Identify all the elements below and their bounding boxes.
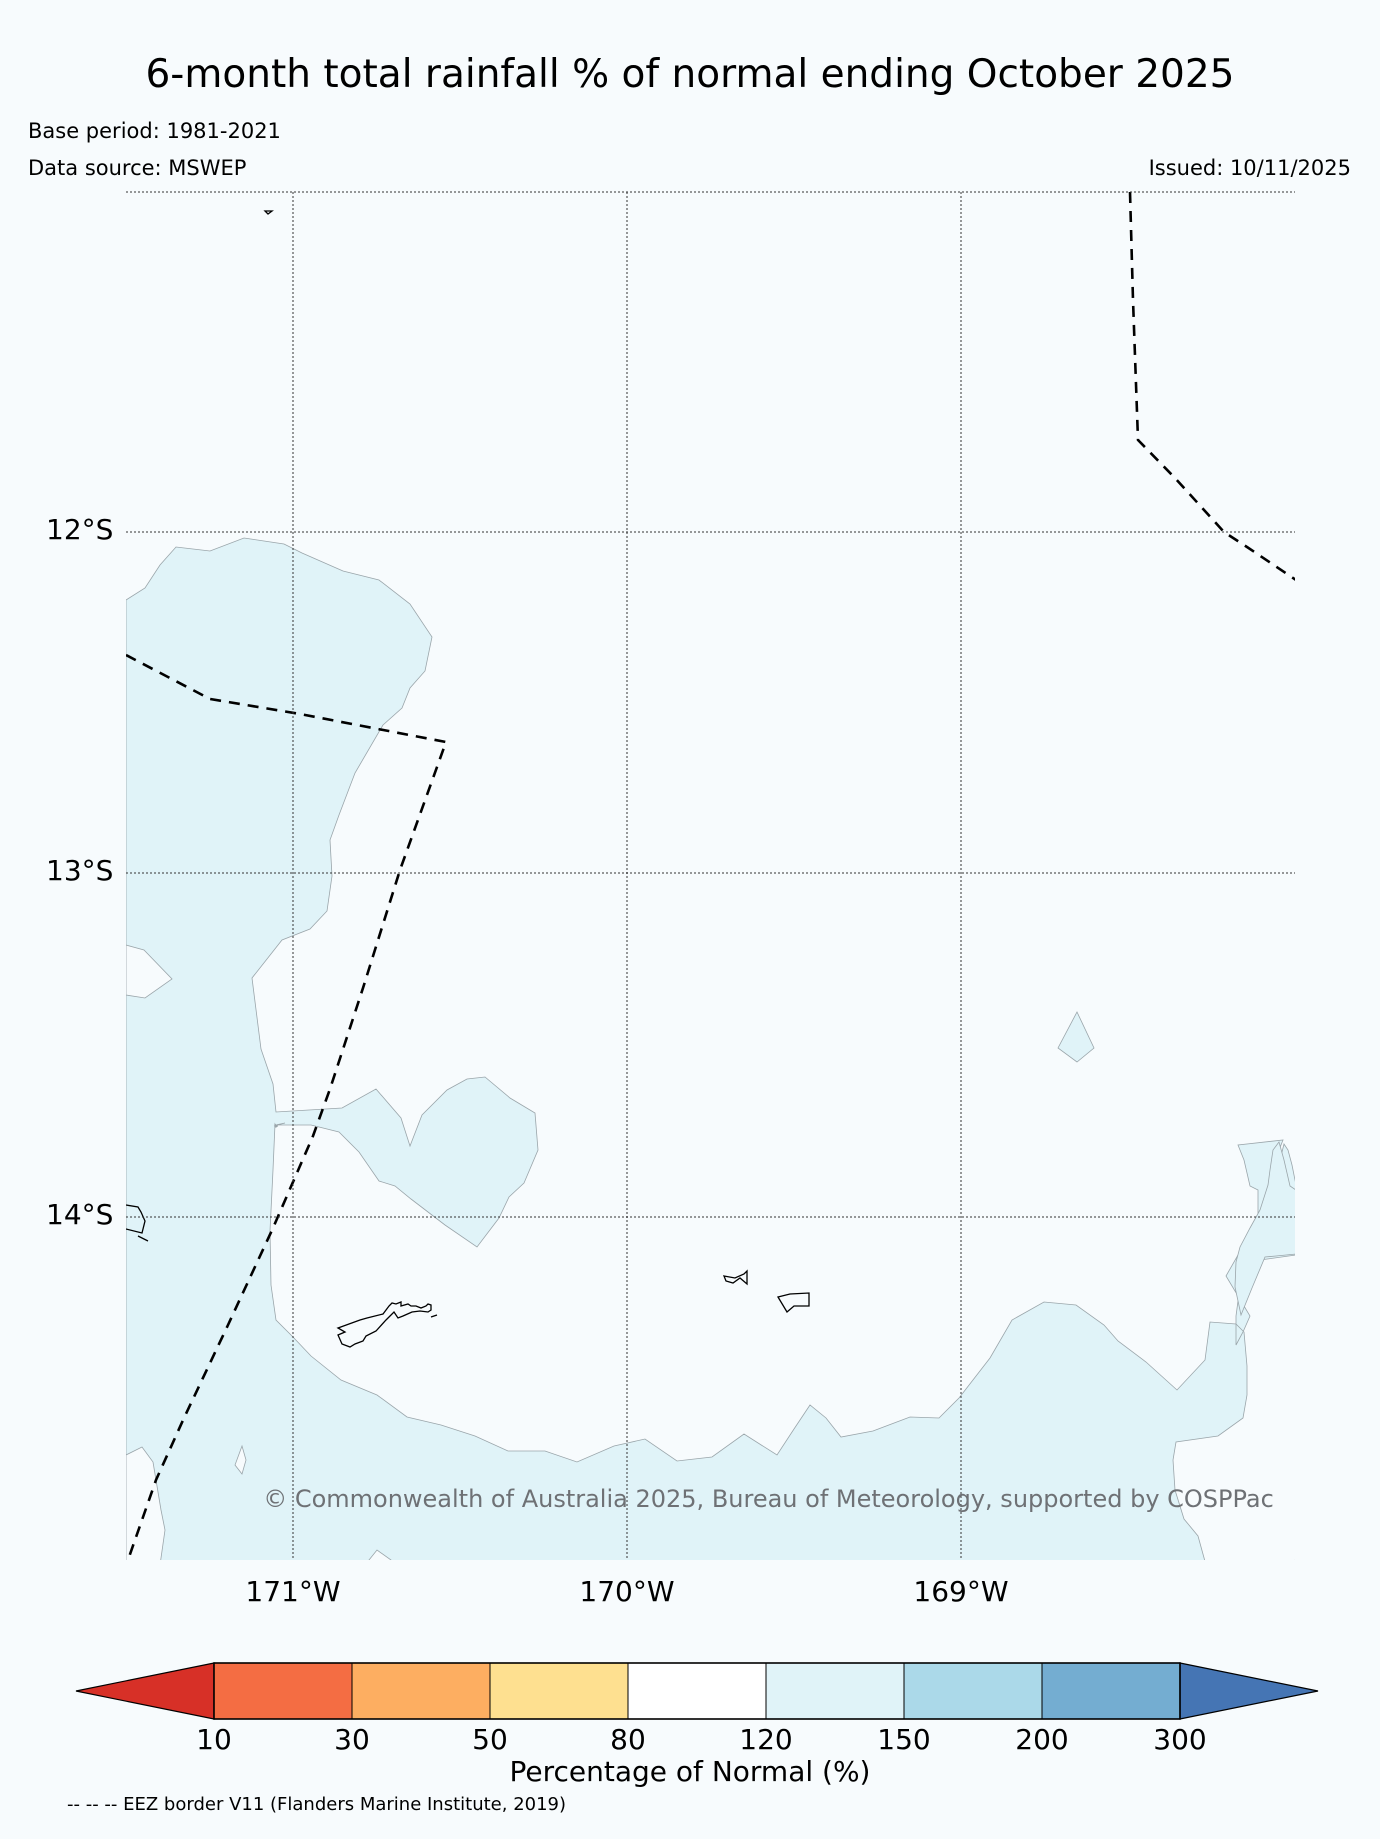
colorbar-tick: 120 — [739, 1723, 793, 1756]
island-savaii — [336, 1301, 432, 1348]
wet-region-west — [126, 537, 1295, 1560]
normal-region-hole-3 — [234, 1444, 247, 1475]
colorbar-tick: 50 — [472, 1723, 508, 1756]
data-source: Data source: MSWEP — [28, 156, 247, 180]
copyright-notice: © Commonwealth of Australia 2025, Bureau… — [263, 1485, 1274, 1513]
lat-label-14s: 14°S — [46, 1198, 114, 1231]
normal-region-hole-2 — [126, 1446, 166, 1560]
lat-label-13s: 13°S — [46, 854, 114, 887]
colorbar-title: Percentage of Normal (%) — [509, 1755, 871, 1788]
island-upolu-tail — [430, 1314, 438, 1318]
issued-date: Issued: 10/11/2025 — [1148, 156, 1351, 180]
island-tutuila-east — [776, 1292, 810, 1313]
normal-region-hole-5 — [1294, 1559, 1295, 1560]
colorbar-tick: 300 — [1153, 1723, 1207, 1756]
island-north — [263, 210, 274, 215]
island-tutuila-west — [722, 1269, 748, 1286]
normal-region-hole-4 — [368, 1549, 392, 1560]
lat-label-12s: 12°S — [46, 513, 114, 546]
wet-region-patch — [1057, 1011, 1095, 1063]
eez-border-east — [1128, 192, 1295, 581]
colorbar-tick: 80 — [610, 1723, 646, 1756]
lon-label-170w: 170°W — [579, 1575, 675, 1608]
map-area — [126, 192, 1295, 1560]
eez-border-west — [126, 653, 448, 1560]
colorbar-tick: 10 — [196, 1723, 232, 1756]
lon-label-171w: 171°W — [245, 1575, 341, 1608]
lon-label-169w: 169°W — [913, 1575, 1009, 1608]
colorbar-tick: 150 — [877, 1723, 931, 1756]
page-title: 6-month total rainfall % of normal endin… — [145, 52, 1235, 97]
base-period: Base period: 1981-2021 — [28, 119, 281, 143]
wet-region-east — [1234, 1141, 1295, 1317]
colorbar-tick: 200 — [1015, 1723, 1069, 1756]
colorbar-tick: 30 — [334, 1723, 370, 1756]
eez-border-note: -- -- -- EEZ border V11 (Flanders Marine… — [67, 1794, 567, 1815]
normal-region-hole-1 — [126, 944, 173, 999]
gridlines — [126, 191, 1295, 1560]
